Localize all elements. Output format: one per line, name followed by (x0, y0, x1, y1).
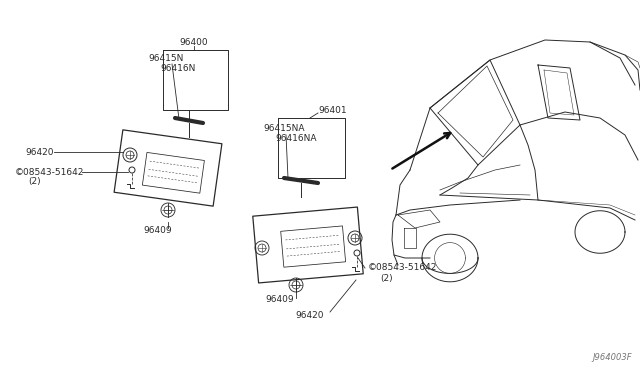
Text: (2): (2) (28, 176, 40, 186)
Text: ©08543-51642: ©08543-51642 (368, 263, 437, 273)
Text: 96415N: 96415N (148, 54, 184, 62)
Text: 96416N: 96416N (160, 64, 195, 73)
Text: 96416NA: 96416NA (275, 134, 317, 142)
Text: J964003F: J964003F (593, 353, 632, 362)
Text: ©08543-51642: ©08543-51642 (15, 167, 84, 176)
Text: (2): (2) (380, 273, 392, 282)
Text: 96401: 96401 (318, 106, 347, 115)
Text: 96400: 96400 (180, 38, 208, 46)
Text: 96409: 96409 (266, 295, 294, 305)
Text: 96420: 96420 (25, 148, 54, 157)
Text: 96409: 96409 (144, 225, 172, 234)
Text: 96420: 96420 (296, 311, 324, 320)
Text: 96415NA: 96415NA (263, 124, 305, 132)
